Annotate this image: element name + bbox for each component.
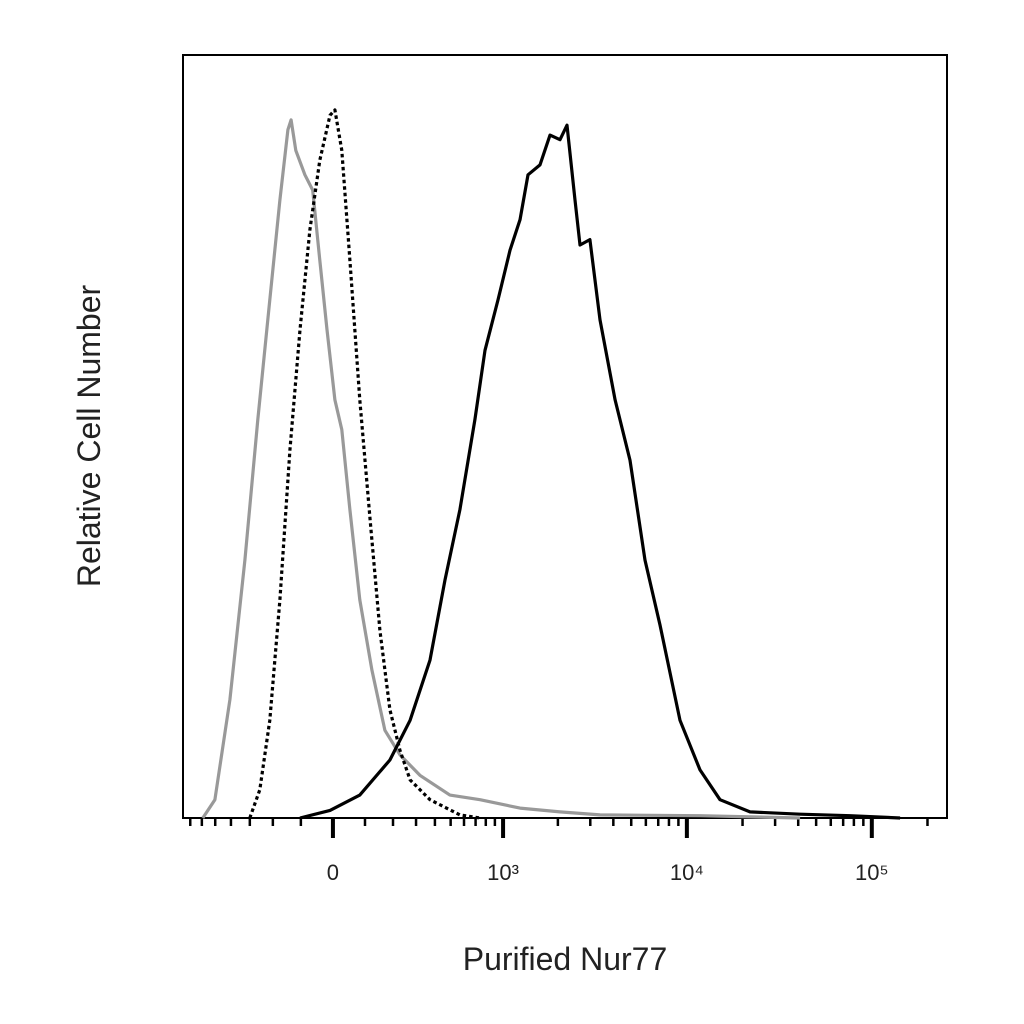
y-axis-label: Relative Cell Number <box>71 284 107 587</box>
x-tick-label: 0 <box>327 860 339 885</box>
x-tick-label: 10⁴ <box>670 860 704 885</box>
histogram-line <box>248 108 481 820</box>
histogram-line <box>299 123 901 820</box>
plot-frame <box>182 54 948 819</box>
x-axis-label: Purified Nur77 <box>463 941 668 977</box>
x-tick-label: 10³ <box>487 860 519 885</box>
histogram-line <box>201 118 801 820</box>
x-tick-label: 10⁵ <box>855 860 889 885</box>
